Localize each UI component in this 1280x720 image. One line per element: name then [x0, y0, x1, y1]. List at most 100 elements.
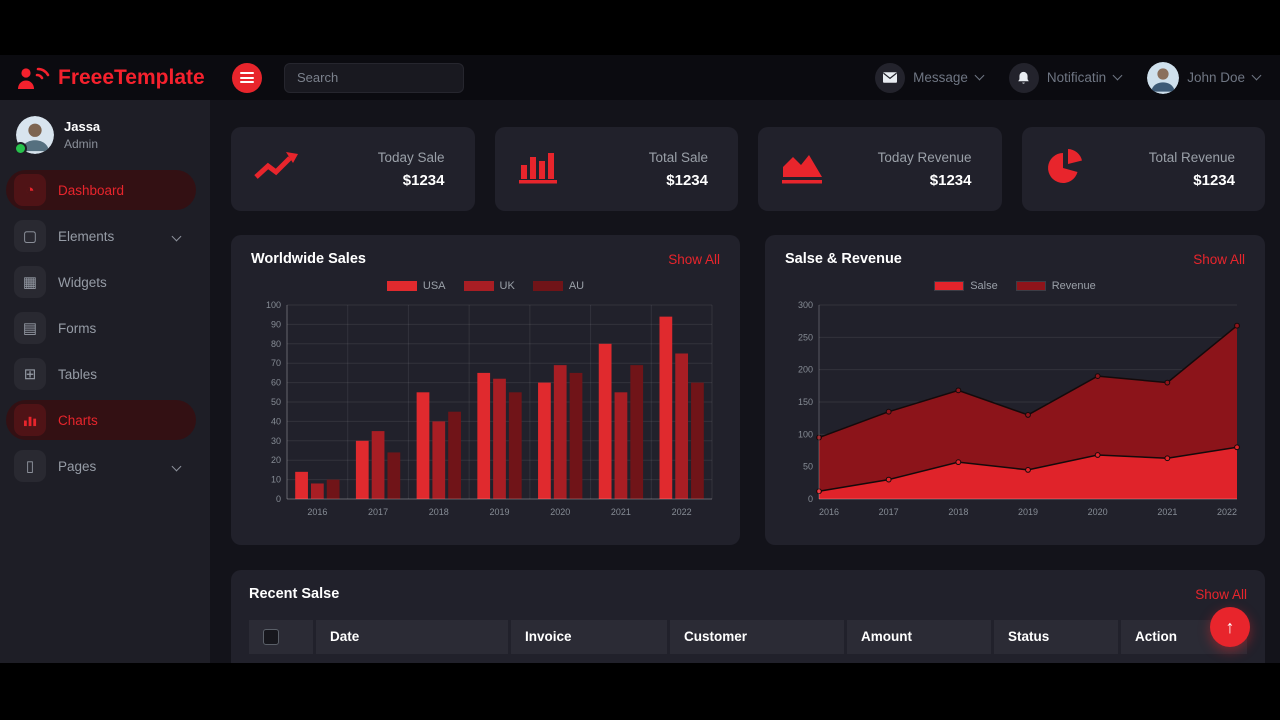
select-all-checkbox[interactable]	[263, 629, 279, 645]
stat-value: $1234	[1193, 171, 1235, 189]
stat-label: Total Sale	[648, 149, 708, 165]
letterbox-bottom	[0, 663, 1280, 720]
chevron-down-icon	[1112, 70, 1123, 81]
avatar	[1147, 61, 1180, 94]
chevron-down-icon	[171, 461, 182, 471]
scroll-top-button[interactable]: ↑	[1210, 607, 1250, 647]
svg-text:150: 150	[798, 397, 813, 407]
card-title: Recent Salse	[249, 586, 340, 602]
stat-label: Total Revenue	[1148, 149, 1235, 165]
grid-icon: ▦	[14, 266, 46, 298]
svg-text:20: 20	[271, 455, 281, 465]
charts-row: Worldwide Sales Show All USA UK AU 0 10 20 30…	[231, 235, 1265, 545]
svg-text:70: 70	[271, 358, 281, 368]
svg-text:2018: 2018	[948, 507, 968, 517]
stat-card-today-sale[interactable]: Today Sale $1234	[231, 127, 475, 211]
legend-item[interactable]: UK	[463, 280, 515, 292]
column-header-amount: Amount	[847, 620, 991, 654]
svg-text:2020: 2020	[1088, 507, 1108, 517]
card-title: Worldwide Sales	[251, 251, 366, 267]
legend-item[interactable]: Revenue	[1015, 280, 1096, 292]
svg-text:80: 80	[271, 339, 281, 349]
envelope-icon	[875, 62, 906, 93]
sidebar-item-label: Elements	[58, 228, 115, 244]
svg-text:100: 100	[798, 429, 813, 439]
legend-swatch	[934, 281, 965, 291]
pie-chart-icon	[1044, 147, 1090, 192]
svg-text:100: 100	[266, 300, 281, 310]
stat-label: Today Sale	[377, 149, 445, 165]
stat-card-total-revenue[interactable]: Total Revenue $1234	[1021, 127, 1265, 211]
table-icon: ⊞	[14, 358, 46, 390]
legend-item[interactable]: USA	[386, 280, 446, 292]
chart-legend: Salse Revenue	[785, 280, 1245, 292]
monitor-icon: ▢	[14, 220, 46, 252]
sidebar-item-charts[interactable]: Charts	[6, 400, 196, 440]
stat-card-total-sale[interactable]: Total Sale $1234	[494, 127, 738, 211]
sidebar-item-label: Widgets	[58, 274, 107, 290]
legend-swatch	[1015, 281, 1046, 291]
svg-text:2020: 2020	[550, 507, 570, 517]
legend-label: Salse	[970, 280, 998, 292]
sidebar-item-label: Pages	[58, 458, 97, 474]
stat-value: $1234	[402, 171, 445, 189]
avatar	[14, 116, 54, 155]
sidebar-item-label: Charts	[58, 412, 98, 428]
svg-text:300: 300	[798, 300, 813, 310]
svg-text:0: 0	[808, 494, 813, 504]
page-icon: ▯	[14, 450, 46, 482]
worldwide-sales-card: Worldwide Sales Show All USA UK AU 0 10 20 30…	[231, 235, 740, 545]
show-all-link[interactable]: Show All	[668, 251, 720, 267]
notifications-label: Notificatin	[1046, 70, 1107, 85]
svg-text:2022: 2022	[1217, 507, 1237, 517]
bell-icon	[1008, 62, 1039, 93]
sidebar-profile[interactable]: Jassa Admin	[0, 112, 210, 170]
brand[interactable]: FreeeTemplate	[0, 65, 210, 91]
chevron-down-icon	[1251, 70, 1262, 81]
sidebar-item-pages[interactable]: ▯ Pages	[6, 446, 196, 486]
search-input[interactable]	[284, 62, 464, 93]
notifications-menu[interactable]: Notificatin	[1008, 62, 1123, 93]
user-menu[interactable]: John Doe	[1147, 61, 1262, 94]
legend-label: Revenue	[1051, 280, 1096, 292]
svg-text:50: 50	[271, 397, 281, 407]
legend-item[interactable]: Salse	[934, 280, 998, 292]
select-all-cell	[249, 620, 313, 654]
messages-label: Message	[913, 70, 968, 85]
svg-text:90: 90	[271, 319, 281, 329]
sidebar-item-forms[interactable]: ▤ Forms	[6, 308, 196, 348]
messages-menu[interactable]: Message	[875, 62, 985, 93]
svg-text:200: 200	[798, 365, 813, 375]
svg-text:0: 0	[276, 494, 281, 504]
recent-sales-card: Recent Salse Show All Date Invoice Custo…	[231, 570, 1265, 663]
svg-text:40: 40	[271, 416, 281, 426]
stat-card-today-revenue[interactable]: Today Revenue $1234	[758, 127, 1002, 211]
svg-text:2021: 2021	[1157, 507, 1177, 517]
dashboard-app: FreeeTemplate Message	[0, 55, 1280, 663]
svg-text:2017: 2017	[368, 507, 388, 517]
menu-toggle-button[interactable]	[232, 62, 262, 93]
show-all-link[interactable]: Show All	[1193, 251, 1245, 267]
svg-text:10: 10	[271, 475, 281, 485]
brand-name: FreeeTemplate	[58, 65, 205, 89]
sidebar-item-tables[interactable]: ⊞ Tables	[6, 354, 196, 394]
profile-role: Admin	[64, 136, 99, 151]
topbar-right: Message Notificatin	[875, 61, 1280, 94]
sidebar-item-widgets[interactable]: ▦ Widgets	[6, 262, 196, 302]
legend-label: USA	[422, 280, 446, 292]
legend-item[interactable]: AU	[532, 280, 585, 292]
svg-text:2017: 2017	[879, 507, 899, 517]
legend-swatch	[532, 281, 563, 291]
sidebar-item-elements[interactable]: ▢ Elements	[6, 216, 196, 256]
form-icon: ▤	[14, 312, 46, 344]
show-all-link[interactable]: Show All	[1195, 586, 1247, 602]
arrow-up-icon: ↑	[1225, 616, 1235, 637]
sidebar-item-dashboard[interactable]: ◔ Dashboard	[6, 170, 196, 210]
column-header-invoice: Invoice	[511, 620, 667, 654]
legend-label: AU	[568, 280, 585, 292]
main-content: Today Sale $1234	[210, 100, 1280, 663]
sidebar-item-label: Tables	[58, 366, 98, 382]
column-header-customer: Customer	[670, 620, 844, 654]
svg-text:2022: 2022	[672, 507, 692, 517]
